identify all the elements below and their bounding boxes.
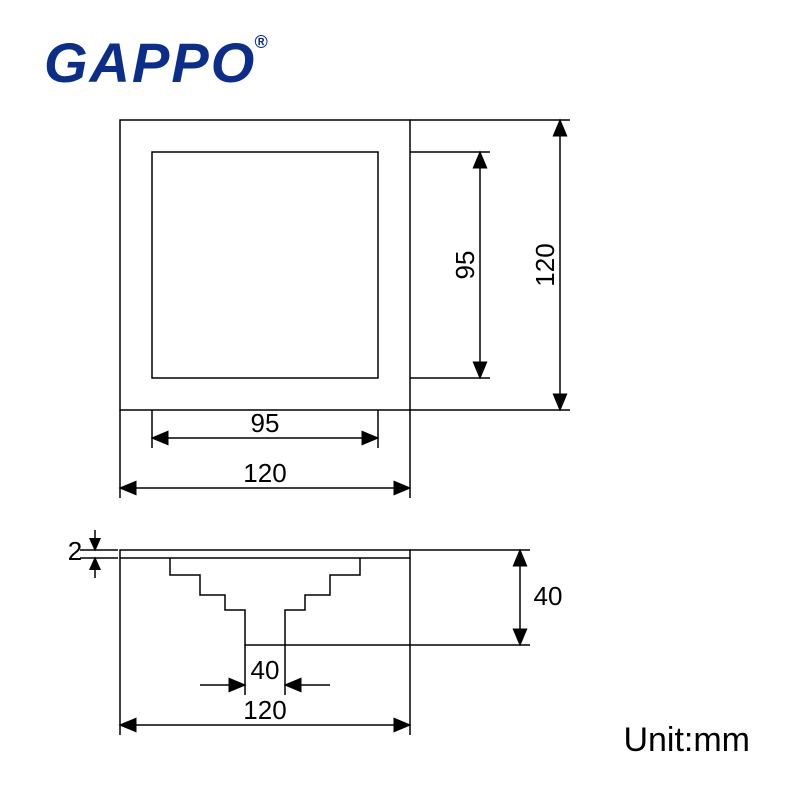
dim-top-inner-width: 95 [251, 408, 280, 438]
side-right-dim [285, 550, 530, 645]
dim-side-inner-width: 40 [251, 655, 280, 685]
technical-drawing: 95 120 95 120 2 40 [0, 0, 800, 800]
top-outer-square [120, 120, 410, 410]
dim-top-outer-height: 120 [530, 243, 560, 286]
top-inner-square [152, 152, 378, 378]
side-left-dim [80, 530, 118, 578]
dim-top-inner-height: 95 [450, 251, 480, 280]
dim-side-outer-width: 120 [243, 695, 286, 725]
top-view [120, 120, 410, 410]
dim-side-height: 40 [534, 581, 563, 611]
dim-top-outer-width: 120 [243, 458, 286, 488]
side-view [120, 550, 410, 645]
dim-side-thickness: 2 [68, 536, 82, 566]
